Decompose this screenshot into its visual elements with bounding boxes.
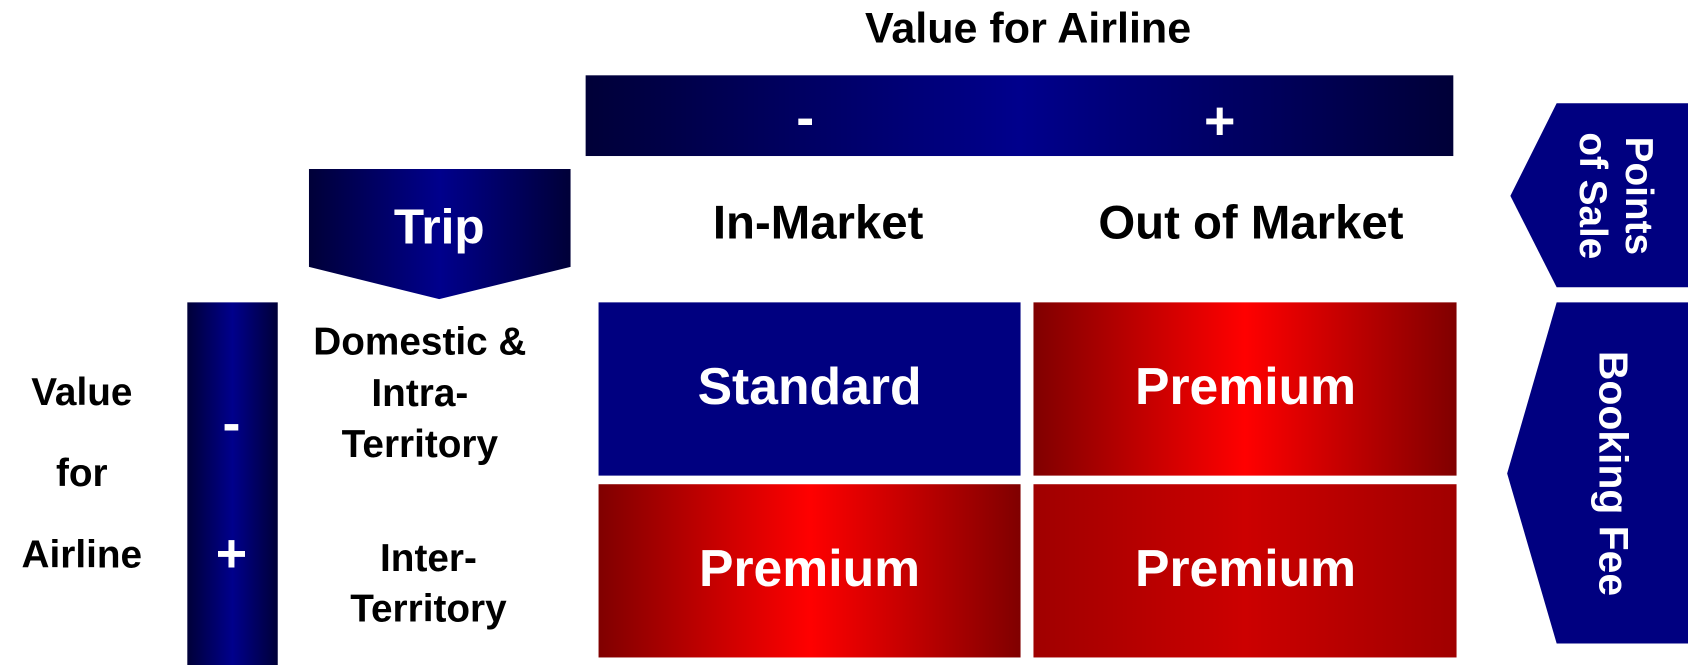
cell bbox=[598, 302, 1021, 476]
cell-label: Premium bbox=[1135, 357, 1356, 415]
column-label: Out of Market bbox=[1098, 196, 1403, 249]
row-label: Inter- bbox=[380, 537, 477, 580]
points-of-sale-arrow bbox=[1510, 103, 1688, 288]
side-label: of Sale bbox=[1571, 132, 1614, 259]
cell-label: Premium bbox=[1135, 539, 1356, 597]
row-label: Territory bbox=[342, 423, 499, 466]
column-label: In-Market bbox=[713, 196, 924, 249]
left-axis-title: Value bbox=[31, 371, 132, 414]
cell-label: Standard bbox=[698, 357, 922, 415]
cell-label: Premium bbox=[699, 539, 920, 597]
trip-label: Trip bbox=[394, 199, 485, 254]
side-label: Points bbox=[1617, 137, 1660, 255]
left-axis-bar bbox=[187, 302, 278, 665]
top-axis-plus: + bbox=[1204, 91, 1235, 151]
row-label: Territory bbox=[350, 587, 507, 630]
side-label: Booking Fee bbox=[1591, 351, 1637, 596]
row-label: Intra- bbox=[371, 372, 468, 415]
top-axis-minus: - bbox=[796, 88, 814, 148]
booking-fee-arrow bbox=[1507, 302, 1688, 644]
cell bbox=[1033, 484, 1457, 658]
row-label: Domestic & bbox=[313, 321, 526, 364]
left-axis-plus: + bbox=[216, 524, 247, 584]
trip-arrow bbox=[308, 168, 571, 300]
left-axis-title: Airline bbox=[22, 534, 143, 577]
left-axis-title: for bbox=[56, 452, 108, 495]
top-axis-title: Value for Airline bbox=[865, 5, 1191, 53]
left-axis-minus: - bbox=[222, 393, 240, 453]
cell bbox=[598, 484, 1021, 658]
top-axis-bar bbox=[585, 75, 1454, 157]
cell bbox=[1033, 302, 1457, 476]
